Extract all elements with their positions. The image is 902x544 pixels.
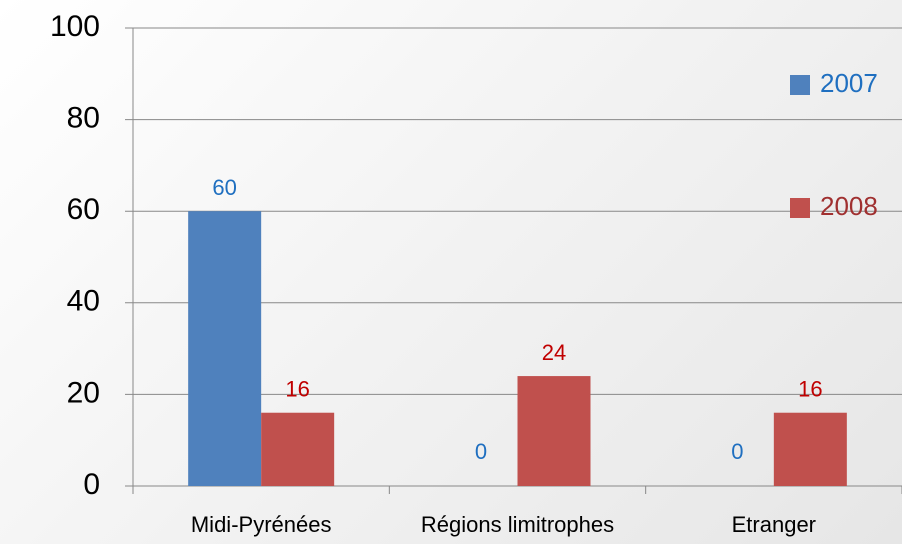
legend-swatch [790, 75, 810, 95]
x-tick-label: Midi-Pyrénées [191, 512, 332, 537]
y-tick-label: 100 [50, 10, 100, 43]
x-tick-label: Etranger [732, 512, 816, 537]
data-label: 16 [285, 377, 309, 402]
data-label: 16 [798, 377, 822, 402]
bar [261, 412, 335, 486]
y-tick-label: 0 [83, 468, 100, 501]
legend-label: 2007 [820, 68, 878, 98]
data-label: 0 [475, 439, 487, 464]
y-tick-label: 20 [67, 376, 100, 409]
data-label: 0 [731, 439, 743, 464]
y-tick-label: 80 [67, 102, 100, 135]
y-tick-label: 40 [67, 285, 100, 318]
bar [188, 211, 262, 486]
legend-swatch [790, 198, 810, 218]
y-tick-label: 60 [67, 193, 100, 226]
bar [773, 412, 847, 486]
x-tick-label: Régions limitrophes [421, 512, 614, 537]
data-label: 60 [212, 175, 236, 200]
legend-label: 2008 [820, 191, 878, 221]
bar [517, 376, 591, 486]
data-label: 24 [542, 340, 566, 365]
